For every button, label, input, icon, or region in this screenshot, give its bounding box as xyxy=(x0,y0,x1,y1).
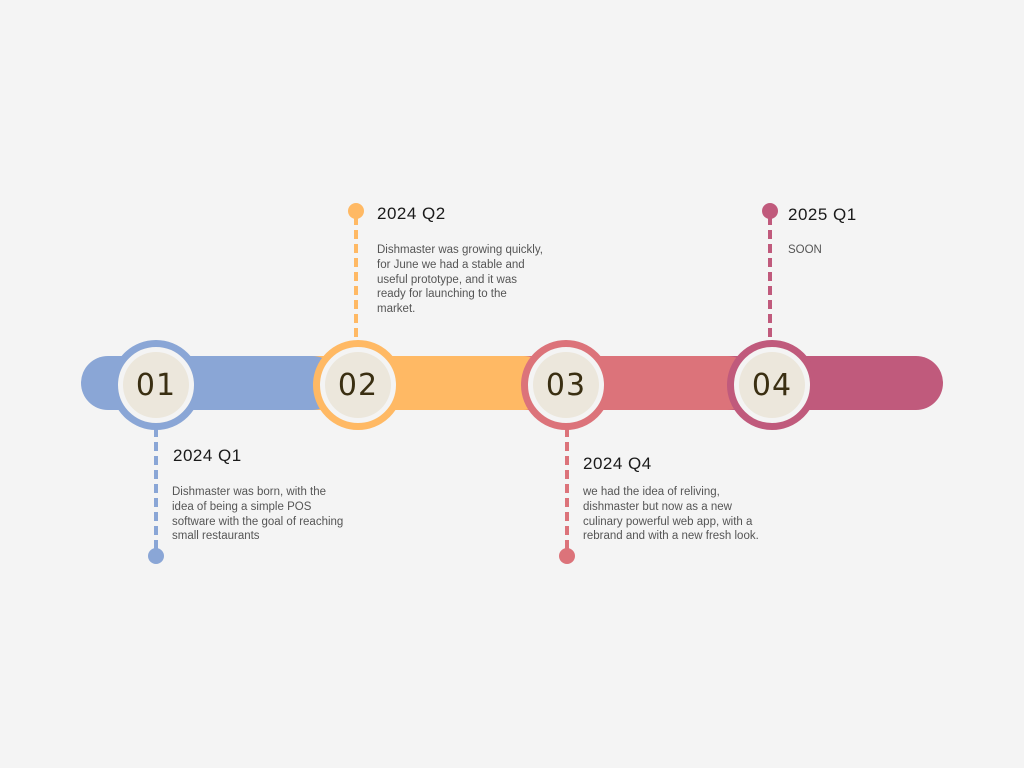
milestone-4-node: 04 xyxy=(727,340,817,430)
milestone-2-connector xyxy=(354,216,358,342)
milestone-4-description: SOON xyxy=(788,244,822,256)
milestone-3-node: 03 xyxy=(521,340,611,430)
milestone-3-description: we had the idea of reliving, dishmaster … xyxy=(583,486,759,543)
milestone-4-dot xyxy=(762,203,778,219)
milestone-1-period: 2024 Q1 xyxy=(173,446,242,465)
milestone-3-dot xyxy=(559,548,575,564)
milestone-3-number: 03 xyxy=(545,367,587,403)
milestone-4-connector xyxy=(768,216,772,342)
milestone-3-connector xyxy=(565,428,569,550)
milestone-1-connector xyxy=(154,428,158,550)
milestone-2-node: 02 xyxy=(313,340,403,430)
milestone-1-dot xyxy=(148,548,164,564)
milestone-4-period: 2025 Q1 xyxy=(788,205,857,224)
milestone-3-period: 2024 Q4 xyxy=(583,454,652,473)
milestone-2-description: Dishmaster was growing quickly, for June… xyxy=(377,244,543,316)
milestone-2-period: 2024 Q2 xyxy=(377,204,446,223)
milestone-1-node: 01 xyxy=(111,340,201,430)
milestone-2-dot xyxy=(348,203,364,219)
milestone-1-description: Dishmaster was born, with the idea of be… xyxy=(172,486,344,543)
milestone-2-number: 02 xyxy=(337,367,379,403)
milestone-4-number: 04 xyxy=(751,367,793,403)
milestone-1-number: 01 xyxy=(135,367,177,403)
